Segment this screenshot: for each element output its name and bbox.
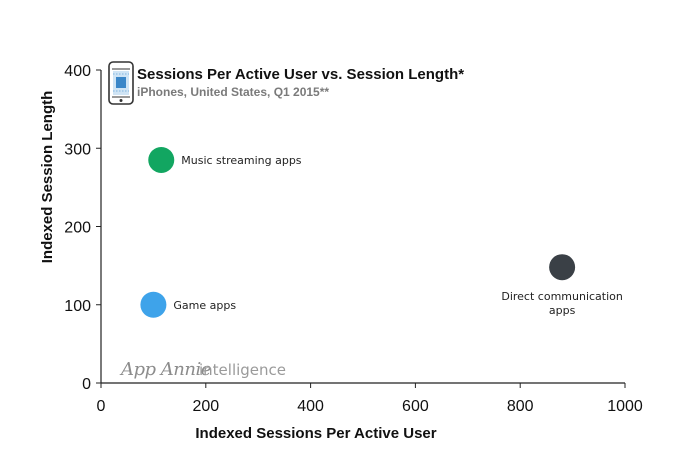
iphone-icon bbox=[108, 61, 134, 105]
data-point-label: Music streaming apps bbox=[181, 154, 302, 167]
data-point-label: Game apps bbox=[173, 299, 236, 312]
data-point-label: Direct communication apps bbox=[501, 290, 623, 317]
chart-title: Sessions Per Active User vs. Session Len… bbox=[137, 66, 464, 83]
y-tick-label: 100 bbox=[64, 298, 91, 315]
data-point bbox=[140, 291, 167, 318]
data-point bbox=[549, 254, 576, 281]
y-axis-ticks: 0 100 200 300 400 bbox=[64, 63, 101, 393]
x-tick-label: 600 bbox=[402, 398, 429, 415]
y-tick-label: 200 bbox=[64, 220, 91, 237]
y-tick-label: 400 bbox=[64, 63, 91, 80]
x-tick-label: 1000 bbox=[607, 398, 643, 415]
data-points: Music streaming apps Game apps Direct comm… bbox=[140, 146, 623, 318]
watermark-brand: App Annie bbox=[119, 359, 211, 380]
x-tick-label: 0 bbox=[97, 398, 106, 415]
x-axis-title: Indexed Sessions Per Active User bbox=[195, 425, 436, 442]
y-tick-label: 0 bbox=[82, 376, 91, 393]
app-annie-logo: App Annie intelligence bbox=[119, 359, 286, 380]
x-axis-ticks: 0 200 400 600 800 1000 bbox=[97, 383, 643, 415]
x-tick-label: 800 bbox=[507, 398, 534, 415]
data-point bbox=[148, 146, 175, 173]
y-axis-title: Indexed Session Length bbox=[39, 91, 56, 264]
x-tick-label: 400 bbox=[297, 398, 324, 415]
watermark-suffix: intelligence bbox=[199, 361, 286, 379]
chart-subtitle: iPhones, United States, Q1 2015** bbox=[137, 85, 329, 99]
y-tick-label: 300 bbox=[64, 141, 91, 158]
x-tick-label: 200 bbox=[192, 398, 219, 415]
